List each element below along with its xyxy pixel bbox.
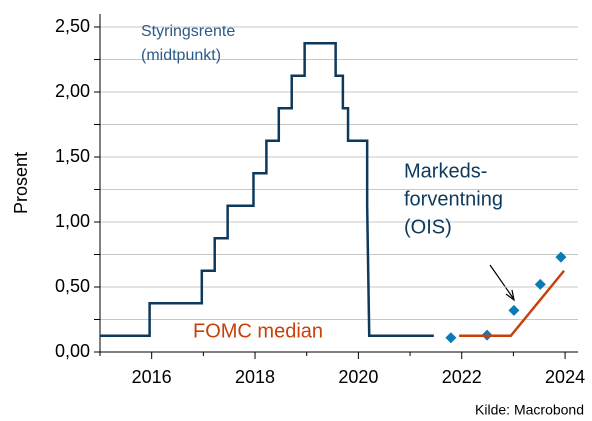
series-label: (OIS) [404,216,452,238]
x-tick-label: 2022 [442,367,482,387]
series-line [100,42,434,337]
series-label: forventning [404,188,503,210]
y-tick-label: 0,50 [55,276,90,296]
series-label: FOMC median [193,320,323,342]
ois-marker [508,304,520,316]
series-line [459,269,566,337]
x-tick-label: 2016 [132,367,172,387]
y-tick-label: 1,00 [55,211,90,231]
y-tick-label: 0,00 [55,341,90,361]
y-tick-label: 2,00 [55,81,90,101]
y-tick-label: 1,50 [55,146,90,166]
series-label: Styringsrente [141,23,235,40]
x-tick-label: 2020 [338,367,378,387]
ois-marker [555,251,567,263]
y-axis-label: Prosent [11,152,31,214]
series-label: (midtpunkt) [141,47,221,64]
x-tick-label: 2018 [235,367,275,387]
arrow [489,264,514,299]
series-label: Markeds- [404,160,487,182]
arrow-head [505,289,515,302]
y-tick-label: 2,50 [55,16,90,36]
ois-marker [445,332,457,344]
source: Kilde: Macrobond [475,402,584,418]
x-tick-label: 2024 [545,367,585,387]
ois-marker [534,278,546,290]
